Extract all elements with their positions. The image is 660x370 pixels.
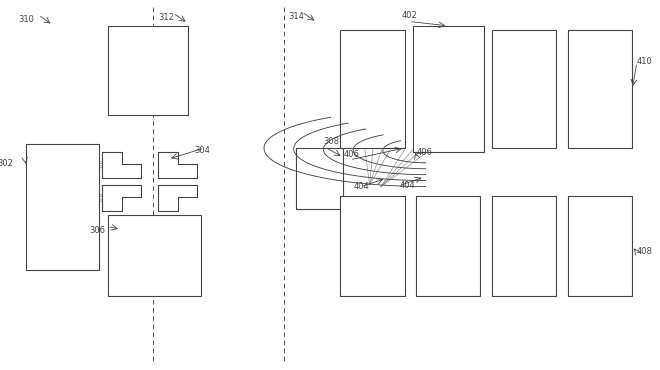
Text: 402: 402 [401,11,417,20]
Bar [416,196,480,296]
Text: 408: 408 [637,247,653,256]
Text: 302: 302 [0,159,13,168]
Bar [340,196,405,296]
Bar [412,26,484,152]
Text: 310: 310 [18,15,34,24]
Bar [340,30,405,148]
Text: 312: 312 [158,13,174,22]
Bar [492,196,556,296]
Text: 404: 404 [354,182,370,191]
Bar [568,196,632,296]
Bar [108,215,201,296]
Text: 308: 308 [323,137,339,146]
Text: 404: 404 [399,181,415,189]
Bar [26,144,99,270]
Bar [568,30,632,148]
Text: 306: 306 [90,226,106,235]
Bar [108,26,188,115]
Text: 406: 406 [343,150,359,159]
Text: 304: 304 [195,146,211,155]
Text: 406: 406 [417,148,433,157]
Bar [492,30,556,148]
Text: 314: 314 [288,12,304,21]
Text: 410: 410 [637,57,653,65]
Bar [296,148,343,209]
